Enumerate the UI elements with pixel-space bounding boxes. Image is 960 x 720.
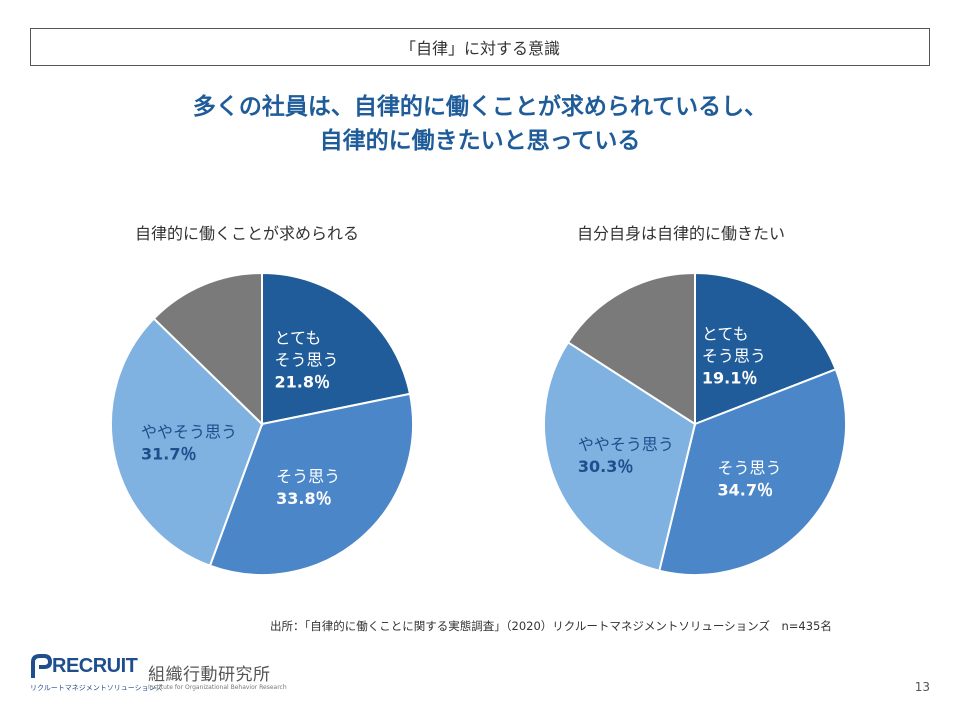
recruit-logo-text: RECRUIT — [52, 655, 138, 677]
pie-slice-label: そう思う — [275, 351, 339, 370]
pie-slice-label: そう思う — [702, 346, 766, 365]
chart-title-right: 自分自身は自律的に働きたい — [577, 224, 786, 243]
pie-slice-value: 34.7％ — [717, 481, 772, 500]
ioi-logo: 組織行動研究所 Institute for Organizational Beh… — [148, 660, 287, 698]
page-number: 13 — [914, 680, 930, 694]
pie-slice-label: とても — [702, 324, 749, 343]
pie-slice-value: 19.1％ — [702, 368, 757, 387]
pie-slice-label: そう思う — [276, 467, 340, 486]
pie-slice-label: とても — [275, 329, 322, 348]
pie-slice — [566, 271, 696, 426]
slide-header-box: 「自律」に対する意識 — [30, 28, 930, 66]
pie-slice-label-group: ややそう思う 31.7％ — [141, 422, 237, 463]
headline-line-2: 自律的に働きたいと思っている — [319, 128, 641, 154]
recruit-mark-icon — [31, 654, 52, 678]
ioi-logo-subtext: Institute for Organizational Behavior Re… — [148, 684, 287, 691]
pie-slice-value: 21.8％ — [275, 373, 330, 392]
pie-slice — [261, 271, 412, 426]
pie-slice — [658, 368, 847, 576]
slide-header-title: 「自律」に対する意識 — [399, 39, 560, 58]
pie-slice — [543, 340, 697, 572]
recruit-logo-subtext: リクルートマネジメントソリューションズ — [30, 684, 163, 692]
pie-slice — [110, 317, 264, 568]
headline: 多くの社員は、自律的に働くことが求められているし、 自律的に働きたいと思っている — [0, 90, 960, 158]
pie-slice-label-group: ややそう思う 30.3％ — [578, 435, 674, 476]
pie-slice-value: 30.3％ — [578, 457, 633, 476]
pie-slice-value: 33.8％ — [276, 489, 331, 508]
chart-title-left: 自律的に働くことが求められる — [135, 224, 360, 243]
headline-line-1: 多くの社員は、自律的に働くことが求められているし、 — [192, 94, 768, 120]
pie-slice — [694, 271, 838, 426]
pie-slice-label: そう思う — [717, 459, 781, 478]
pie-slice-label: ややそう思う — [578, 435, 674, 454]
recruit-logo: RECRUIT リクルートマネジメントソリューションズ — [30, 652, 163, 698]
pie-slice — [208, 392, 414, 576]
pie-slice-label: ややそう思う — [141, 422, 237, 441]
pie-slice-label-group: そう思う 34.7％ — [717, 459, 781, 500]
pie-slice — [152, 271, 263, 427]
source-note: 出所：「自律的に働くことに関する実態調査」（2020）リクルートマネジメントソリ… — [270, 619, 832, 633]
pie-slice-label-group: そう思う 33.8％ — [276, 467, 340, 508]
pie-slice-value: 31.7％ — [141, 444, 196, 463]
ioi-logo-text: 組織行動研究所 — [148, 665, 271, 685]
